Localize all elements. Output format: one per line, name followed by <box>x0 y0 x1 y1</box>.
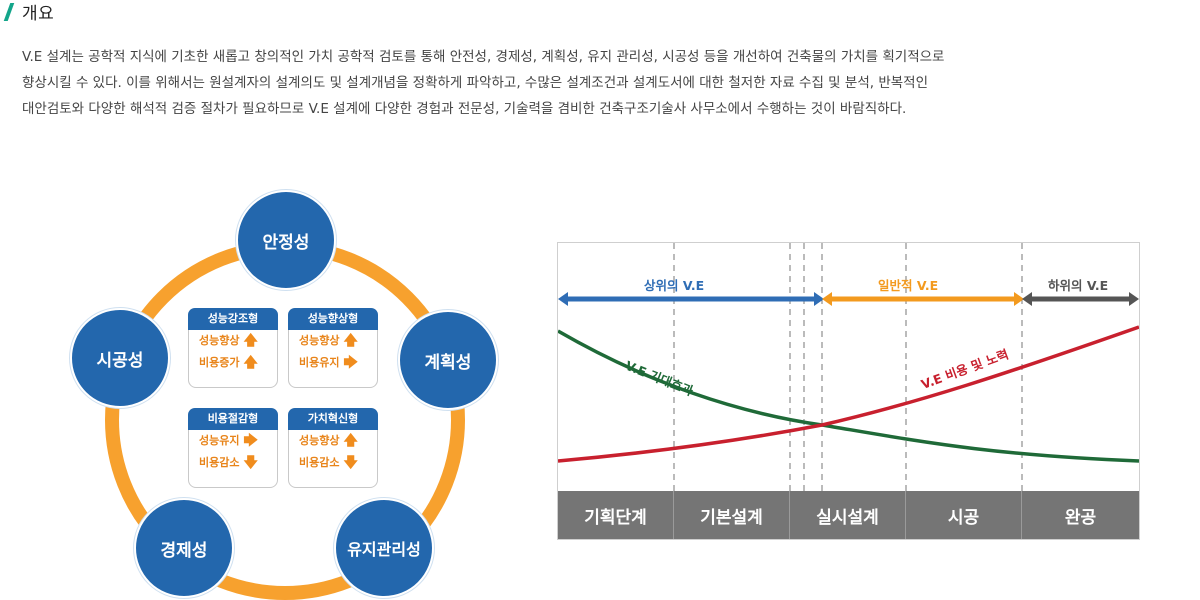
phase-label: 완공 <box>1064 507 1097 528</box>
card-row-label: 비용감소 <box>299 456 340 469</box>
phase-label: 실시설계 <box>790 491 906 539</box>
range-label-lower: 하위의 V.E <box>1048 278 1109 293</box>
phase-bar: 기획단계 기본설계 실시설계 시공 완공 <box>558 491 1139 539</box>
arrow-right-icon: 🡆 <box>243 433 258 449</box>
card-title: 성능강조형 <box>188 308 278 330</box>
range-upper <box>558 292 824 306</box>
intro-line: 향상시킬 수 있다. 이를 위해서는 원설계자의 설계의도 및 설계개념을 정확… <box>22 75 928 91</box>
arrow-up-icon: 🡅 <box>343 333 358 349</box>
card-row-label: 비용감소 <box>199 456 240 469</box>
arrow-up-icon: 🡅 <box>243 333 258 349</box>
ve-chart-svg <box>558 243 1139 493</box>
section-title: 개요 <box>22 3 55 24</box>
card-row-label: 성능유지 <box>199 434 240 447</box>
ve-range-chart: 상위의 V.E 일반적 V.E 하위의 V.E V.E 기대효과 V.E 비용 … <box>557 242 1140 540</box>
intro-line: V.E 설계는 공학적 지식에 기초한 새롭고 창의적인 가치 공학적 검토를 … <box>22 49 945 65</box>
intro-line: 대안검토와 다양한 해석적 검증 절차가 필요하므로 V.E 설계에 다양한 경… <box>22 101 907 117</box>
card-title: 가치혁신형 <box>288 408 378 430</box>
ve-cost-curve <box>558 325 1139 463</box>
node-safety: 안정성 <box>236 190 336 290</box>
card-row-label: 비용유지 <box>299 356 340 369</box>
type-card: 성능향상형 성능향상 🡅 비용유지 🡆 <box>288 308 378 388</box>
phase-label: 시공 <box>906 491 1022 539</box>
phase-label: 기본설계 <box>674 491 790 539</box>
type-card: 가치혁신형 성능향상 🡅 비용감소 🡇 <box>288 408 378 488</box>
card-row-label: 성능향상 <box>299 334 340 347</box>
arrow-up-icon: 🡅 <box>243 355 258 371</box>
node-maintenance: 유지관리성 <box>334 498 434 598</box>
range-general <box>822 292 1024 306</box>
card-row-label: 성능향상 <box>299 434 340 447</box>
type-card: 비용절감형 성능유지 🡆 비용감소 🡇 <box>188 408 278 488</box>
arrow-up-icon: 🡅 <box>343 433 358 449</box>
card-row-label: 비용증가 <box>199 356 240 369</box>
phase-label: 기획단계 <box>558 491 674 539</box>
card-row-label: 성능향상 <box>199 334 240 347</box>
type-card: 성능강조형 성능향상 🡅 비용증가 🡅 <box>188 308 278 388</box>
arrow-down-icon: 🡇 <box>243 455 258 471</box>
node-planning: 계획성 <box>398 310 498 410</box>
node-economy: 경제성 <box>134 498 234 598</box>
intro-paragraph: V.E 설계는 공학적 지식에 기초한 새롭고 창의적인 가치 공학적 검토를 … <box>22 44 1172 122</box>
range-lower <box>1022 292 1139 306</box>
ve-cycle-diagram: 안정성 계획성 유지관리성 경제성 시공성 성능강조형 성능향상 🡅 비용증가 🡅 … <box>68 190 508 600</box>
card-title: 성능향상형 <box>288 308 378 330</box>
card-title: 비용절감형 <box>188 408 278 430</box>
range-label-general: 일반적 V.E <box>878 278 939 293</box>
slash-icon <box>2 2 16 20</box>
section-header: 개요 <box>2 0 55 24</box>
ve-effect-curve <box>558 329 1139 463</box>
range-label-upper: 상위의 V.E <box>644 278 705 293</box>
arrow-down-icon: 🡇 <box>343 455 358 471</box>
arrow-right-icon: 🡆 <box>343 355 358 371</box>
node-constructability: 시공성 <box>70 308 170 408</box>
